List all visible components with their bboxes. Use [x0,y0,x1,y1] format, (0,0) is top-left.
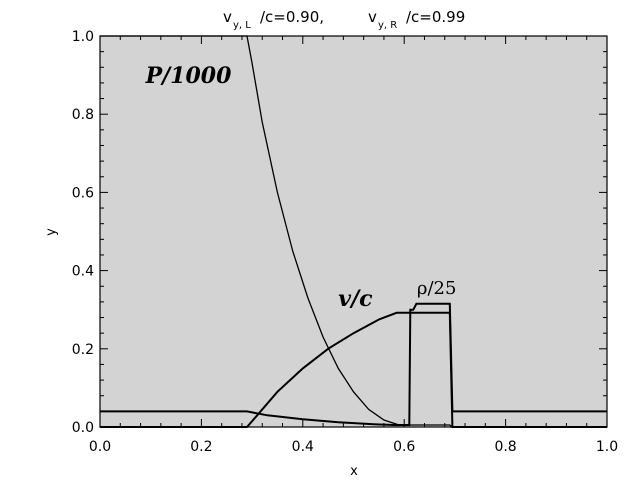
annotation-2: ρ/25 [417,278,457,299]
chart-title: v y, L /c=0.90, v y, R /c=0.99 [223,8,465,31]
title-vL-main: v [223,8,232,26]
series-line-0 [100,35,607,428]
y-tick-label-3: 0.6 [72,185,94,201]
y-axis-label: y [44,228,59,236]
title-vR-rest: /c=0.99 [406,8,465,26]
y-tick-label-4: 0.8 [72,107,94,123]
x-axis-label: x [350,464,358,479]
x-tick-label-5: 1.0 [596,439,618,455]
y-tick-label-1: 0.2 [72,342,94,358]
annotation-layer: P/1000 v/c ρ/25 [145,63,457,312]
x-tick-label-4: 0.8 [494,439,516,455]
plot-frame [99,35,608,428]
title-vL-rest: /c=0.90, [260,8,324,26]
plot-area [100,36,607,427]
title-vR-main: v [368,8,377,26]
title-vL-sub: y, L [233,20,251,31]
y-tick-label-0: 0.0 [72,420,94,436]
y-tick-label-2: 0.4 [72,264,94,280]
tick-layer: 0.0 0.2 0.4 0.6 0.8 1.0 0.0 0.2 0.4 0.6 0.8 1.0 [72,29,618,455]
series-layer [100,35,607,428]
y-tick-label-5: 1.0 [72,29,94,45]
annotation-1: v/c [338,286,373,312]
series-line-2 [100,302,607,426]
x-tick-label-0: 0.0 [89,439,111,455]
x-tick-label-1: 0.2 [190,439,212,455]
x-tick-label-3: 0.6 [393,439,415,455]
annotation-0: P/1000 [145,63,233,89]
series-line-1 [100,311,607,428]
title-vR-sub: y, R [378,20,397,31]
x-tick-label-2: 0.4 [292,439,314,455]
